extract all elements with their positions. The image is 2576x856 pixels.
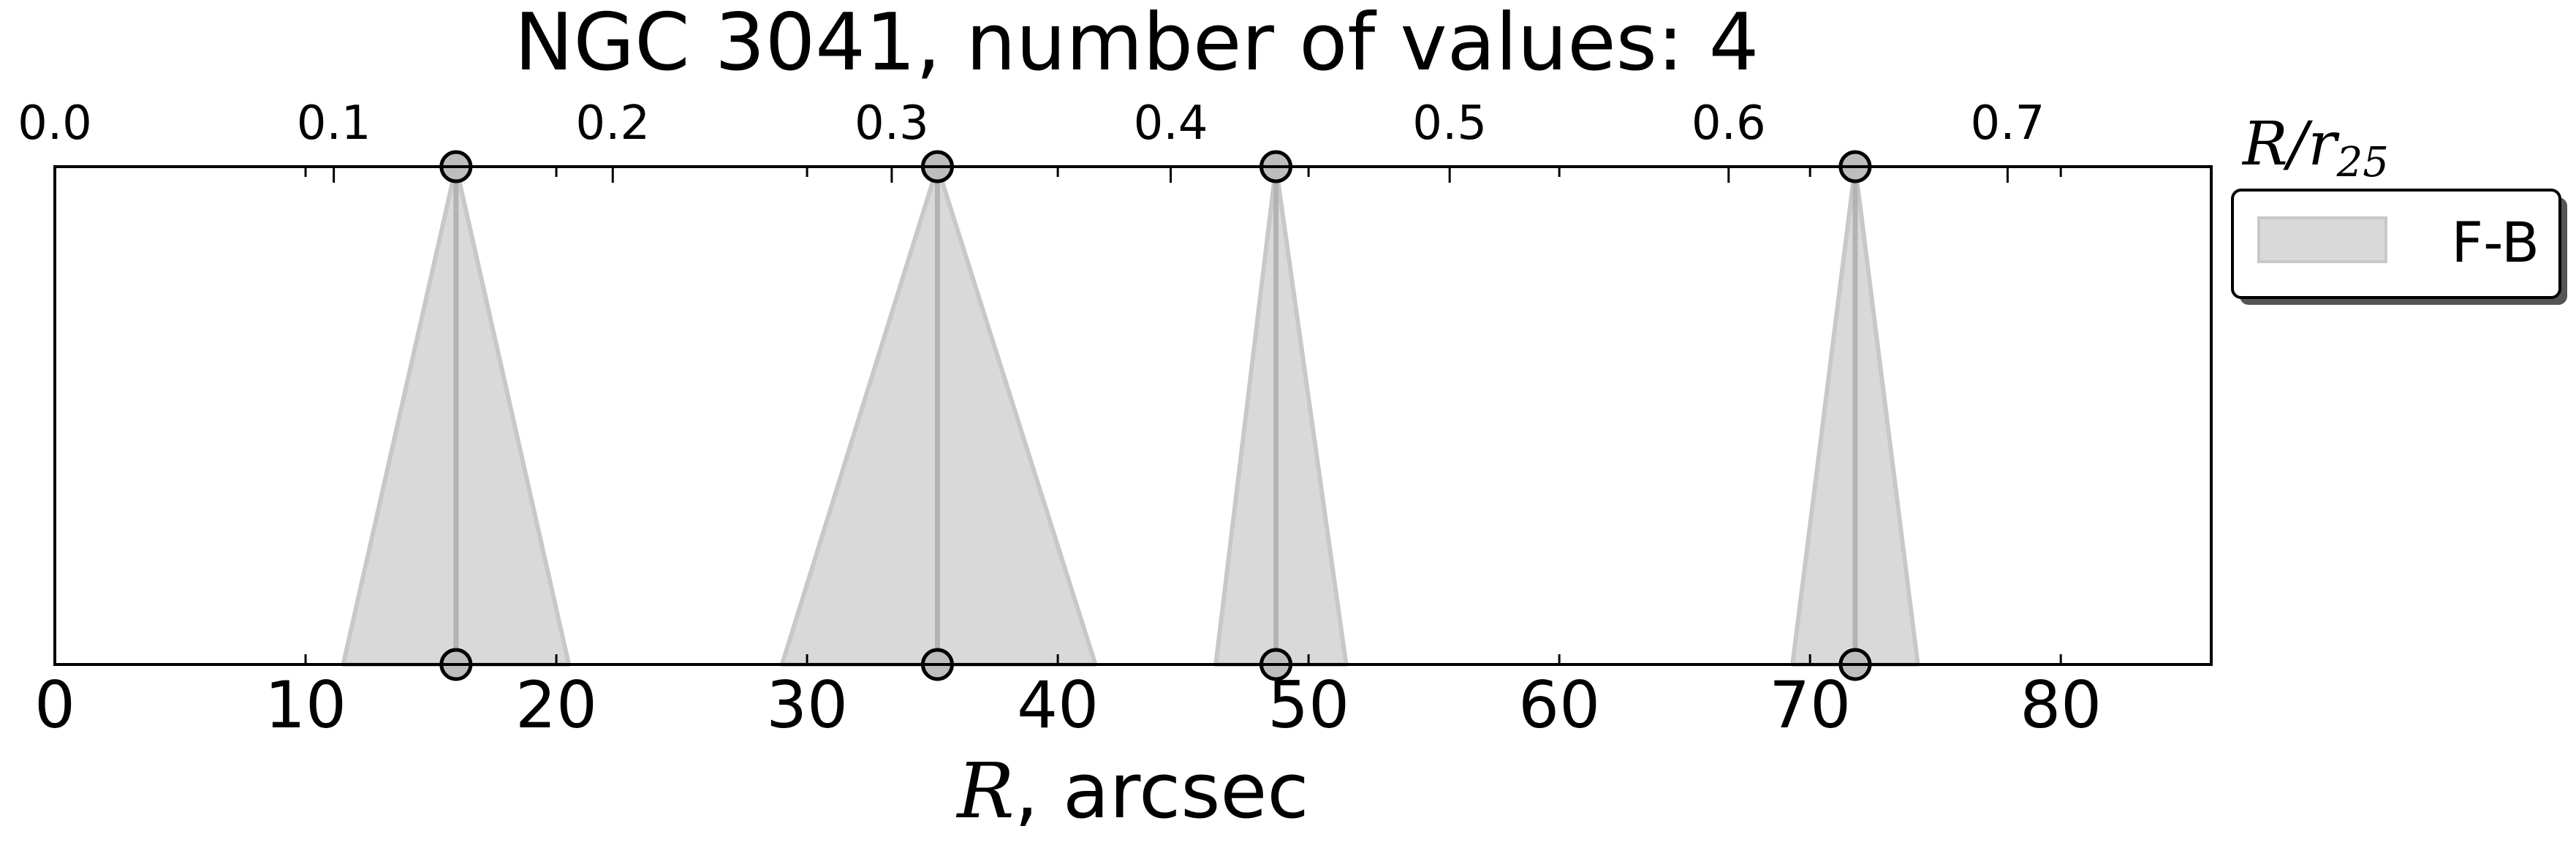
top-tick-label: 0.1 xyxy=(297,96,371,151)
x-tick-label: 50 xyxy=(1268,667,1349,743)
top-tick-label: 0.5 xyxy=(1412,96,1487,151)
x-tick-label: 60 xyxy=(1518,667,1600,743)
plot-frame xyxy=(53,165,2213,666)
series-layer xyxy=(341,150,1920,681)
top-tick-label: 0.2 xyxy=(575,96,650,151)
x-axis-label: R, arcsec xyxy=(955,746,1308,836)
legend-swatch xyxy=(2257,216,2387,263)
top-tick-label: 0.3 xyxy=(855,96,929,151)
x-tick-label: 30 xyxy=(766,667,848,743)
top-tick-label: 0.7 xyxy=(1971,96,2045,151)
x-tick-label: 10 xyxy=(265,667,346,743)
x-tick-label: 80 xyxy=(2020,667,2102,743)
top-tick-label: 0.6 xyxy=(1692,96,1766,151)
top-axis-label: R/r25 xyxy=(2241,110,2389,186)
x-tick-label: 70 xyxy=(1769,667,1851,743)
x-tick-label: 0 xyxy=(34,667,75,743)
x-axis-label-var: R xyxy=(955,746,1014,836)
legend: F-B xyxy=(2231,189,2567,305)
chart-title: NGC 3041, number of values: 4 xyxy=(515,0,1759,88)
top-tick-label: 0.4 xyxy=(1134,96,1208,151)
x-tick-label: 20 xyxy=(515,667,597,743)
top-tick-label: 0.0 xyxy=(18,96,92,151)
x-tick-label: 40 xyxy=(1017,667,1099,743)
ticks-layer: 0 10 20 30 40 50 60 70 80 0.0 0.1 0.2 0.3 0.4 0.5 0.6 0.… xyxy=(18,96,2102,743)
top-axis-label-sub: 25 xyxy=(2336,139,2389,186)
legend-label: F-B xyxy=(2451,210,2539,275)
top-axis-label-var: R/r xyxy=(2241,110,2340,179)
x-axis-label-rest: , arcsec xyxy=(1015,746,1309,836)
